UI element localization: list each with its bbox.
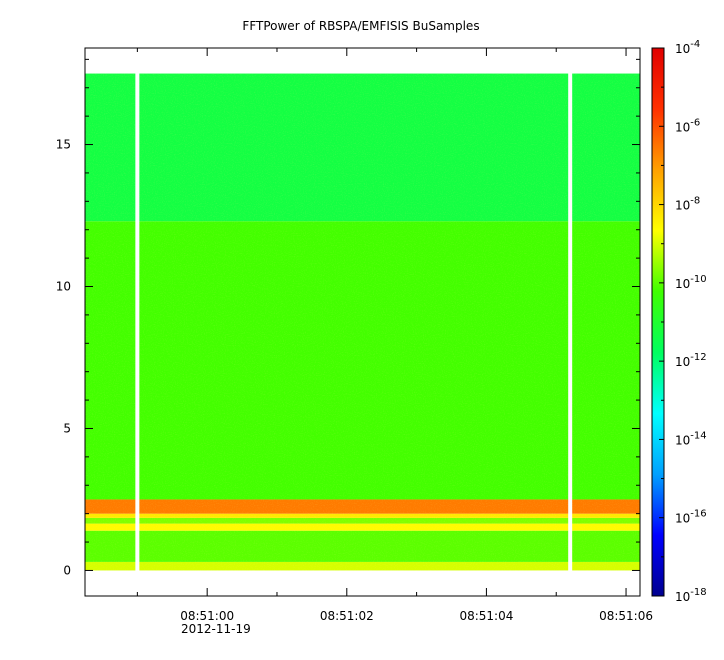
y-tick-label: 0 — [63, 563, 71, 577]
plot-area — [85, 72, 640, 572]
colorbar-tick-label: 10-18 — [675, 587, 707, 604]
x-tick-label: 08:51:02 — [320, 609, 374, 623]
y-tick-label: 15 — [56, 138, 71, 152]
colorbar-tick-label: 10-6 — [675, 117, 700, 134]
data-gap — [135, 72, 140, 572]
data-gap — [568, 72, 573, 572]
y-tick-label: 10 — [56, 280, 71, 294]
colorbar: 10-4 10-6 10-8 10-10 10-12 10-14 10-16 10-18 — [651, 39, 707, 604]
y-tick-label: 5 — [63, 421, 71, 435]
colorbar-tick-label: 10-10 — [675, 274, 707, 291]
spectrogram-speckle — [85, 73, 640, 571]
x-tick-label: 08:51:06 — [599, 609, 653, 623]
x-axis-date-label: 2012-11-19 — [181, 622, 251, 636]
x-tick-label: 08:51:04 — [459, 609, 513, 623]
axes: 0 5 10 15 08:51:00 08:51:02 08:51:04 08:51:06 — [56, 47, 653, 623]
chart-title: FFTPower of RBSPA/EMFISIS BuSamples — [242, 19, 479, 33]
colorbar-tick-label: 10-16 — [675, 509, 707, 526]
colorbar-tick-label: 10-12 — [675, 352, 707, 369]
colorbar-tick-label: 10-14 — [675, 430, 707, 447]
x-tick-label: 08:51:00 — [180, 609, 234, 623]
colorbar-tick-label: 10-8 — [675, 196, 700, 213]
plot-frame — [84, 47, 641, 597]
colorbar-tick-label: 10-4 — [675, 39, 700, 56]
